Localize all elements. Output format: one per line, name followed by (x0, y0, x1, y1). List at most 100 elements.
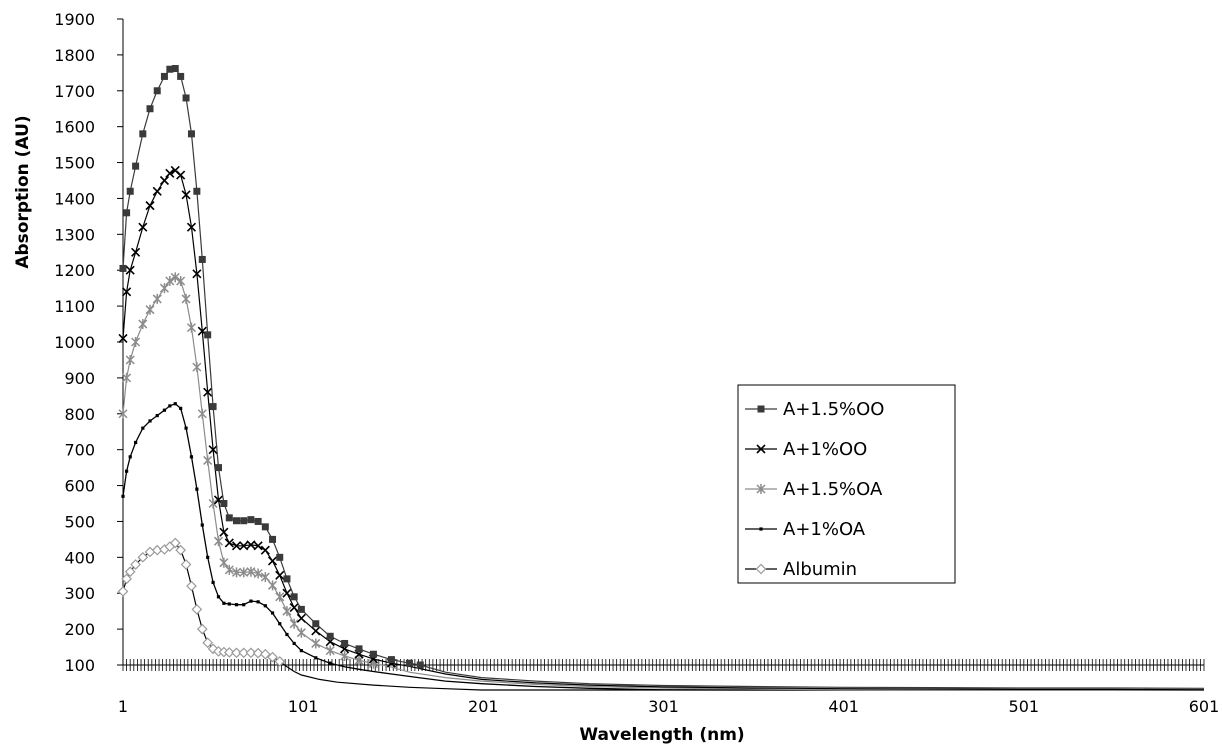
data-point (121, 573, 132, 585)
data-point (208, 498, 218, 509)
data-point (160, 72, 168, 80)
legend-box (737, 384, 956, 584)
legend: A+1.5%OO A+1%OO A+1.5%OA A+1%OA Albumin (737, 384, 956, 584)
data-point (130, 559, 141, 570)
series-Albumin (117, 537, 1204, 691)
data-point (162, 408, 167, 412)
y-tick-label: 1100 (54, 297, 95, 316)
y-tick-label: 1800 (54, 46, 95, 65)
data-point (259, 648, 271, 660)
data-point (267, 556, 278, 566)
data-point (195, 487, 199, 491)
data-point (155, 413, 159, 418)
data-point (187, 130, 195, 138)
data-point (193, 187, 201, 195)
data-point (141, 426, 145, 430)
series-layer (117, 65, 1205, 691)
data-point (121, 494, 125, 498)
data-point (312, 620, 320, 628)
data-point (123, 209, 131, 217)
data-point (328, 661, 332, 665)
data-point (122, 372, 132, 383)
data-point (261, 523, 269, 531)
series-A+1.5%OA (118, 272, 1204, 691)
data-point (165, 168, 175, 178)
data-point (175, 544, 187, 556)
data-point (289, 618, 299, 629)
data-point (252, 647, 264, 659)
data-point (153, 87, 161, 95)
data-point (274, 656, 286, 667)
data-point (191, 604, 203, 615)
data-point (290, 593, 298, 601)
series-A+1%OA (121, 402, 1204, 691)
data-point (192, 362, 202, 373)
x-tick-label: 501 (1009, 697, 1040, 716)
data-point (249, 599, 253, 603)
data-point (369, 650, 377, 658)
data-point (198, 255, 206, 263)
legend-label: A+1%OO (783, 439, 867, 460)
data-point (282, 606, 292, 617)
y-tick-label: 300 (64, 584, 95, 603)
data-point (125, 354, 135, 365)
x-tick-label: 101 (288, 697, 319, 716)
data-point (196, 623, 208, 635)
y-tick-label: 900 (64, 369, 95, 388)
y-tick-label: 800 (64, 405, 95, 424)
data-point (211, 580, 215, 585)
series-line (122, 276, 1204, 691)
series-line (122, 169, 1205, 691)
data-point (192, 269, 202, 279)
data-point (405, 659, 413, 667)
data-point (247, 516, 255, 524)
data-point (189, 455, 194, 459)
data-point (122, 287, 132, 297)
y-tick-label: 1400 (54, 189, 95, 208)
x-axis: 1 101 201 301 401 501 601 (118, 659, 1219, 716)
data-point (171, 65, 179, 73)
data-point (246, 540, 256, 550)
data-point (299, 649, 303, 653)
y-tick-label: 600 (64, 477, 95, 496)
data-point (311, 638, 321, 649)
data-point (276, 553, 284, 561)
data-point (253, 541, 263, 551)
data-point (166, 65, 174, 73)
data-point (227, 602, 231, 606)
data-point (282, 588, 292, 598)
data-point (234, 603, 239, 607)
data-point (197, 408, 207, 419)
legend-label: A+1%OA (783, 519, 866, 540)
data-point (341, 639, 349, 647)
data-point (125, 469, 129, 473)
data-point (124, 566, 136, 578)
data-point (219, 557, 229, 568)
x-tick-label: 301 (648, 697, 679, 716)
data-point (186, 322, 196, 333)
data-point (131, 337, 141, 347)
y-tick-label: 1200 (54, 261, 95, 280)
data-point (269, 535, 277, 543)
y-tick-label: 1700 (54, 82, 95, 101)
y-tick-label: 1000 (54, 333, 95, 352)
data-point (186, 222, 197, 232)
data-point (203, 455, 213, 466)
x-tick-label: 601 (1189, 697, 1220, 716)
data-point (268, 580, 278, 591)
data-point (204, 331, 212, 339)
data-point (209, 403, 217, 411)
data-point (311, 626, 321, 636)
data-point (134, 440, 138, 445)
data-point (325, 645, 335, 656)
y-axis-title: Absorption (AU) (13, 115, 33, 268)
data-point (176, 170, 186, 180)
data-point (387, 656, 395, 664)
x-axis-title: Wavelength (nm) (579, 725, 744, 745)
data-point (186, 580, 197, 592)
data-point (340, 651, 350, 662)
data-point (126, 187, 134, 195)
data-point (216, 595, 221, 599)
data-point (125, 265, 135, 275)
